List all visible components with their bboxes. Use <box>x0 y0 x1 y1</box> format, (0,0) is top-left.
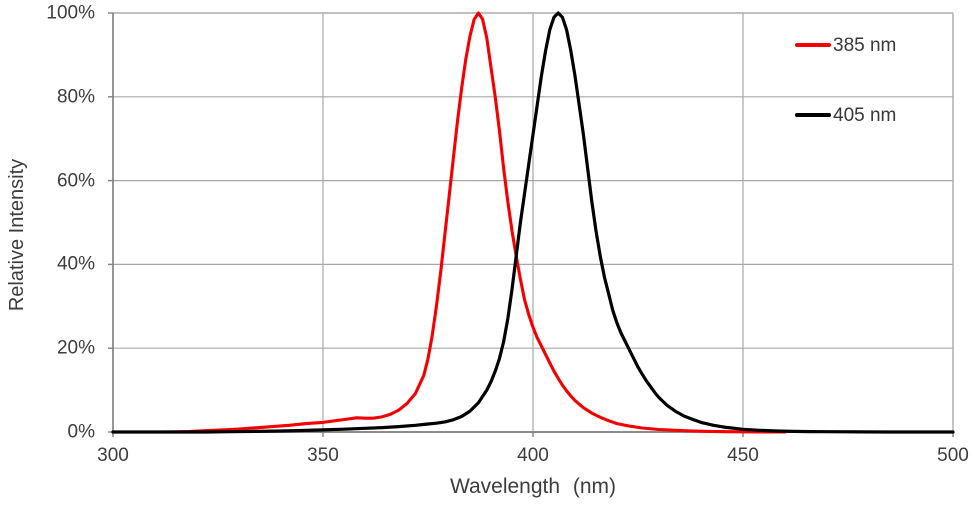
curve-385-nm <box>111 11 787 434</box>
x-tick-300: 300 <box>97 445 129 466</box>
legend-label-385nm: 385 nm <box>833 34 897 56</box>
x-axis-title: Wavelength (nm) <box>449 475 617 498</box>
legend-item-405nm: 405 nm <box>795 105 896 125</box>
y-tick-20: 20% <box>56 337 95 359</box>
x-tick-400: 400 <box>517 445 549 466</box>
y-axis-title: Relative Intensity <box>6 158 28 312</box>
x-tick-500: 500 <box>937 445 969 466</box>
legend-line-405nm <box>795 113 831 117</box>
y-tick-60: 60% <box>56 170 95 192</box>
y-tick-100: 100% <box>46 2 95 24</box>
x-tick-450: 450 <box>727 445 759 466</box>
y-tick-0: 0% <box>67 421 95 443</box>
legend-line-385nm <box>795 43 831 47</box>
legend-label-405nm: 405 nm <box>833 104 897 126</box>
curve-405-nm <box>111 11 955 434</box>
y-tick-80: 80% <box>56 86 95 108</box>
x-tick-350: 350 <box>307 445 339 466</box>
y-tick-40: 40% <box>56 253 95 275</box>
legend-item-385nm: 385 nm <box>795 35 896 55</box>
